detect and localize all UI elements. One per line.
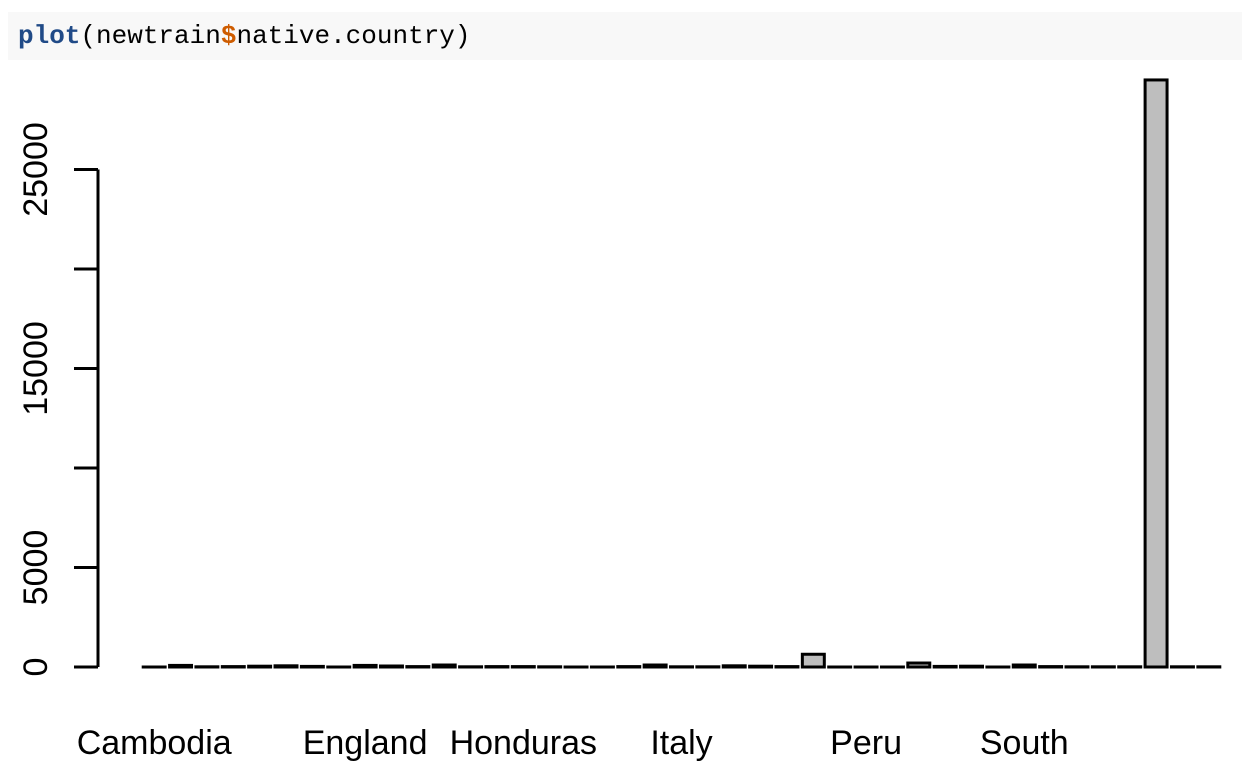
bar [168, 663, 194, 669]
x-tick-label: South [980, 724, 1069, 762]
y-axis: 0 5000 15000 25000 [17, 122, 100, 677]
bar [273, 664, 299, 669]
code-block: plot(newtrain$native.country) [8, 12, 1242, 60]
y-tick-label: 15000 [17, 321, 55, 416]
bar [247, 664, 273, 669]
x-tick-label: Cambodia [77, 724, 232, 762]
x-tick-label: Peru [830, 724, 902, 762]
bar [959, 664, 984, 669]
bar [906, 661, 932, 669]
bar [642, 663, 668, 669]
bar [1011, 663, 1037, 669]
bar-chart: 0 5000 15000 25000 Cambodia England Honduras I… [17, 78, 1222, 762]
x-tick-label: England [303, 724, 428, 762]
bar [378, 664, 404, 669]
x-axis-labels: Cambodia England Honduras Italy Peru South [77, 724, 1069, 762]
x-tick-label: Italy [650, 724, 712, 762]
bars [141, 78, 1222, 669]
bar [299, 664, 325, 669]
bar [932, 664, 958, 669]
bar [721, 664, 747, 669]
bar [800, 652, 826, 669]
bar [748, 664, 774, 669]
x-tick-label: Honduras [450, 724, 597, 762]
code-function: plot [18, 21, 81, 51]
code-args-open: (newtrain [80, 21, 221, 51]
code-args-rest: native.country) [236, 21, 471, 51]
bar [431, 663, 457, 669]
bar [352, 663, 378, 669]
code-dollar-operator: $ [220, 21, 237, 51]
y-tick-label: 5000 [17, 530, 55, 606]
bar [1143, 78, 1169, 669]
y-tick-label: 0 [17, 658, 55, 677]
y-tick-label: 25000 [17, 122, 55, 217]
